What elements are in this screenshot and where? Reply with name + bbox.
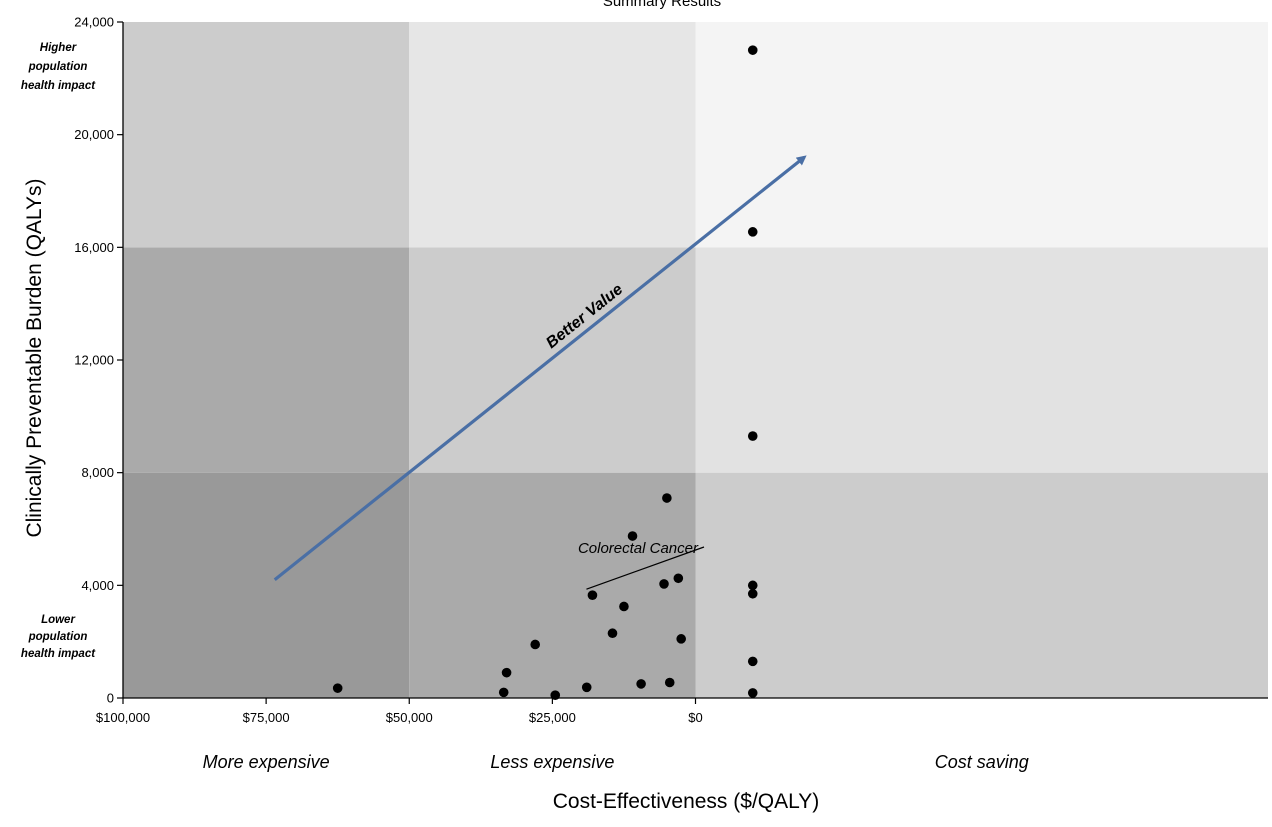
data-point bbox=[581, 682, 592, 693]
y-impact-notes: Higher population health impact Lower popula… bbox=[21, 42, 96, 660]
x-tick-label: $75,000 bbox=[243, 710, 290, 725]
data-point bbox=[607, 628, 618, 639]
x-region-label: Less expensive bbox=[490, 752, 614, 772]
data-point bbox=[747, 45, 758, 55]
data-point bbox=[627, 531, 638, 541]
x-tick-label: $0 bbox=[688, 710, 702, 725]
colorectal-callout-group: Colorectal Cancer bbox=[578, 540, 705, 590]
y-tick-label: 0 bbox=[107, 691, 114, 706]
x-tick-label: $50,000 bbox=[386, 710, 433, 725]
data-point bbox=[747, 588, 758, 599]
callout-leader-line bbox=[586, 546, 705, 590]
higher-impact-note: Higher population health impact bbox=[21, 42, 96, 92]
data-point bbox=[662, 493, 672, 503]
data-point bbox=[747, 227, 758, 237]
region-r2-c2 bbox=[695, 22, 1268, 248]
quadrant-regions bbox=[123, 22, 1268, 698]
data-point bbox=[747, 580, 758, 591]
data-point bbox=[747, 656, 758, 667]
colorectal-cancer-label: Colorectal Cancer bbox=[578, 540, 699, 557]
data-point bbox=[676, 634, 686, 644]
y-tick-label: 12,000 bbox=[74, 353, 114, 368]
data-point bbox=[498, 687, 509, 698]
x-region-label: Cost saving bbox=[935, 752, 1029, 772]
y-tick-labels: 0 4,000 8,000 12,000 16,000 20,000 24,000 bbox=[74, 15, 123, 706]
x-tick-label: $100,000 bbox=[96, 710, 150, 725]
data-point bbox=[673, 573, 684, 584]
y-tick-label: 8,000 bbox=[81, 465, 114, 480]
note-line: Lower bbox=[41, 614, 75, 626]
lower-impact-note: Lower population health impact bbox=[21, 614, 96, 660]
data-point bbox=[659, 579, 669, 589]
region-r2-c0 bbox=[123, 22, 410, 248]
data-point bbox=[747, 431, 758, 441]
data-point bbox=[332, 683, 343, 693]
data-point bbox=[501, 667, 512, 678]
better-value-arrow bbox=[273, 155, 807, 581]
x-axis-title: Cost-Effectiveness ($/QALY) bbox=[553, 790, 820, 813]
data-points bbox=[332, 45, 758, 700]
y-tick-label: 4,000 bbox=[81, 578, 114, 593]
x-tick-label: $25,000 bbox=[529, 710, 576, 725]
data-point bbox=[636, 679, 646, 689]
x-tick-labels: $100,000 $75,000 $50,000 $25,000 $0 bbox=[96, 698, 703, 725]
note-line: health impact bbox=[21, 80, 96, 92]
data-point bbox=[550, 690, 561, 700]
region-r0-c2 bbox=[695, 472, 1268, 698]
note-line: population bbox=[28, 631, 88, 643]
y-tick-label: 24,000 bbox=[74, 15, 114, 30]
data-point bbox=[587, 590, 598, 600]
data-point bbox=[747, 688, 758, 698]
region-r2-c1 bbox=[409, 22, 696, 248]
note-line: population bbox=[28, 61, 88, 73]
y-tick-label: 20,000 bbox=[74, 127, 114, 142]
note-line: health impact bbox=[21, 648, 96, 660]
region-r1-c2 bbox=[695, 247, 1268, 473]
chart-title: Summary Results bbox=[603, 0, 721, 10]
y-tick-label: 16,000 bbox=[74, 240, 114, 255]
data-point bbox=[664, 677, 675, 688]
y-axis-title: Clinically Preventable Burden (QALYs) bbox=[23, 178, 46, 537]
region-r1-c0 bbox=[123, 247, 410, 473]
x-region-label: More expensive bbox=[203, 752, 330, 772]
note-line: Higher bbox=[40, 42, 77, 54]
data-point bbox=[530, 639, 540, 650]
region-r0-c1 bbox=[409, 472, 696, 698]
x-region-labels: More expensive Less expensive Cost saving bbox=[203, 752, 1029, 772]
data-point bbox=[619, 601, 629, 612]
